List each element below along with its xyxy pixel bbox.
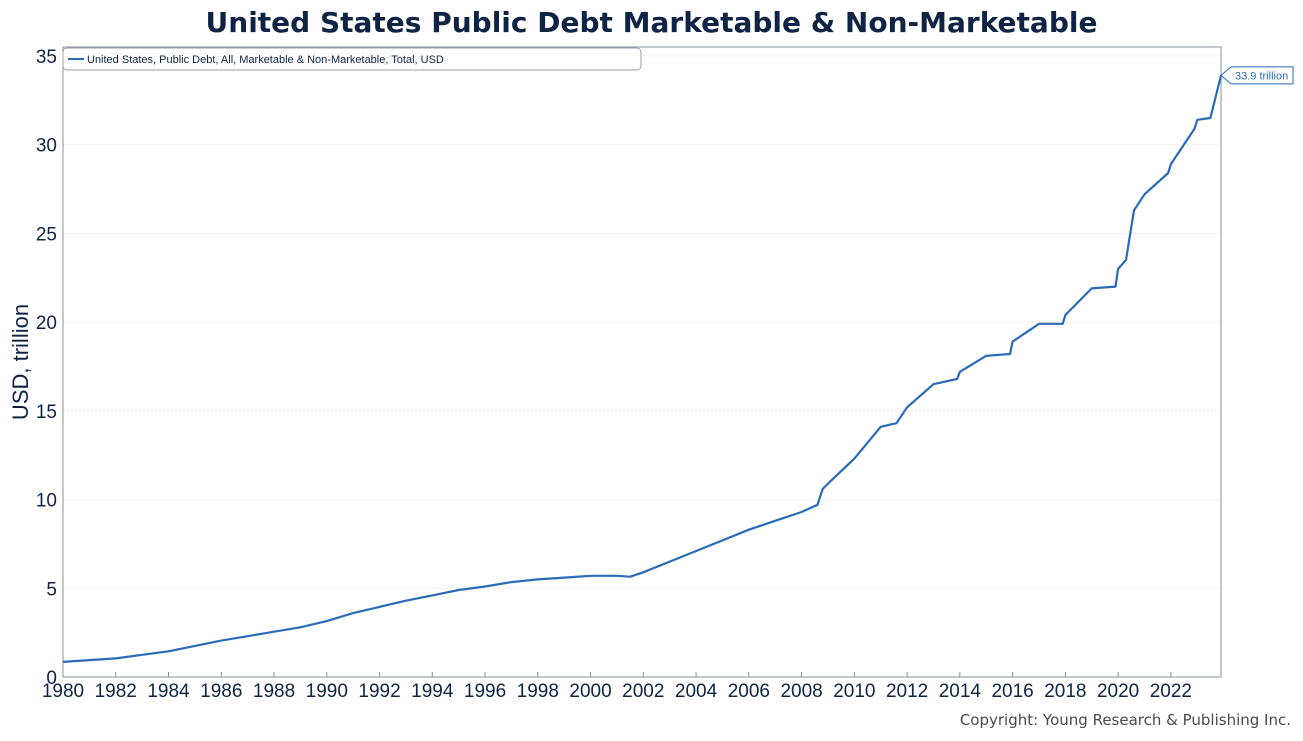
legend: United States, Public Debt, All, Marketa…	[62, 47, 642, 71]
x-tick-label: 2008	[780, 681, 822, 702]
x-tick-label: 1994	[411, 681, 454, 702]
x-tick-label: 2004	[675, 681, 718, 702]
plot-area-border	[62, 46, 1222, 678]
x-tick-label: 1984	[147, 681, 190, 702]
y-axis: 0 5 10 15 20 25 30 35	[36, 47, 57, 689]
y-tick-label: 20	[36, 313, 57, 334]
y-tick-label: 15	[36, 402, 57, 423]
callout-shape	[1220, 66, 1294, 85]
x-tick-label: 1980	[42, 681, 84, 702]
x-tick-label: 1992	[358, 681, 400, 702]
copyright-notice: Copyright: Young Research & Publishing I…	[959, 711, 1291, 729]
x-tick-label: 1988	[253, 681, 295, 702]
y-axis-title: USD, trillion	[8, 304, 33, 420]
callout-label: 33.9 trillion	[1235, 70, 1288, 82]
x-tick-label: 2012	[886, 681, 928, 702]
gridlines	[63, 55, 1221, 589]
x-tick-label: 2016	[991, 681, 1033, 702]
x-tick-label: 1996	[464, 681, 506, 702]
x-tick-label: 2006	[728, 681, 770, 702]
x-tick-label: 2018	[1044, 681, 1086, 702]
x-tick-label: 2014	[939, 681, 982, 702]
chart-title: United States Public Debt Marketable & N…	[205, 6, 1098, 39]
x-tick-label: 1986	[200, 681, 242, 702]
y-tick-label: 5	[46, 579, 57, 600]
y-tick-label: 10	[36, 491, 57, 512]
x-tick-label: 1990	[306, 681, 348, 702]
x-tick-label: 1998	[517, 681, 559, 702]
x-tick-label: 2010	[833, 681, 875, 702]
x-tick-label: 1982	[95, 681, 137, 702]
legend-box	[62, 47, 642, 71]
y-tick-label: 30	[36, 136, 57, 157]
x-tick-label: 2022	[1150, 681, 1192, 702]
y-tick-label: 35	[36, 47, 57, 68]
y-tick-label: 25	[36, 224, 57, 245]
y-tick-label: 0	[46, 668, 57, 689]
legend-label: United States, Public Debt, All, Marketa…	[87, 54, 444, 66]
last-value-callout: 33.9 trillion	[1220, 66, 1294, 85]
x-tick-label: 2002	[622, 681, 664, 702]
x-tick-label: 2000	[569, 681, 611, 702]
x-tick-label: 2020	[1097, 681, 1139, 702]
x-axis: 1980 1982 1984 1986 1988 1990 1992 1994 1996 1998…	[42, 672, 1192, 702]
series-line-public-debt	[62, 75, 1223, 663]
